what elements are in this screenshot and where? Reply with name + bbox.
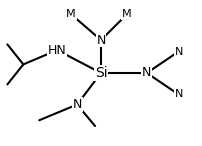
Text: HN: HN bbox=[48, 44, 66, 57]
Text: N: N bbox=[96, 34, 106, 47]
Text: N: N bbox=[72, 98, 82, 111]
Text: Si: Si bbox=[95, 66, 107, 80]
Text: N: N bbox=[142, 66, 152, 80]
Text: N: N bbox=[175, 47, 183, 57]
Text: M: M bbox=[66, 9, 76, 19]
Text: M: M bbox=[122, 9, 132, 19]
Text: N: N bbox=[175, 89, 183, 99]
